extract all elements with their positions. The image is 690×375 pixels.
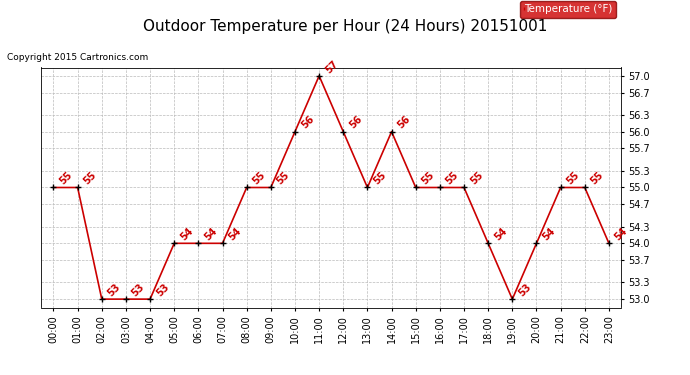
Text: 55: 55 — [565, 170, 582, 187]
Text: 54: 54 — [179, 226, 195, 243]
Text: 55: 55 — [251, 170, 268, 187]
Text: 54: 54 — [541, 226, 558, 243]
Legend: Temperature (°F): Temperature (°F) — [520, 1, 615, 18]
Text: 56: 56 — [299, 114, 316, 131]
Text: 53: 53 — [106, 282, 123, 298]
Text: 56: 56 — [396, 114, 413, 131]
Text: 55: 55 — [275, 170, 292, 187]
Text: 54: 54 — [227, 226, 244, 243]
Text: 55: 55 — [82, 170, 99, 187]
Text: 54: 54 — [613, 226, 630, 243]
Text: 56: 56 — [348, 114, 364, 131]
Text: 53: 53 — [517, 282, 533, 298]
Text: 55: 55 — [372, 170, 388, 187]
Text: 53: 53 — [155, 282, 171, 298]
Text: 55: 55 — [589, 170, 606, 187]
Text: 53: 53 — [130, 282, 147, 298]
Text: 55: 55 — [469, 170, 485, 187]
Text: Outdoor Temperature per Hour (24 Hours) 20151001: Outdoor Temperature per Hour (24 Hours) … — [143, 19, 547, 34]
Text: 57: 57 — [324, 58, 340, 75]
Text: Copyright 2015 Cartronics.com: Copyright 2015 Cartronics.com — [7, 53, 148, 62]
Text: 55: 55 — [58, 170, 75, 187]
Text: 54: 54 — [203, 226, 219, 243]
Text: 54: 54 — [493, 226, 509, 243]
Text: 55: 55 — [444, 170, 461, 187]
Text: 55: 55 — [420, 170, 437, 187]
